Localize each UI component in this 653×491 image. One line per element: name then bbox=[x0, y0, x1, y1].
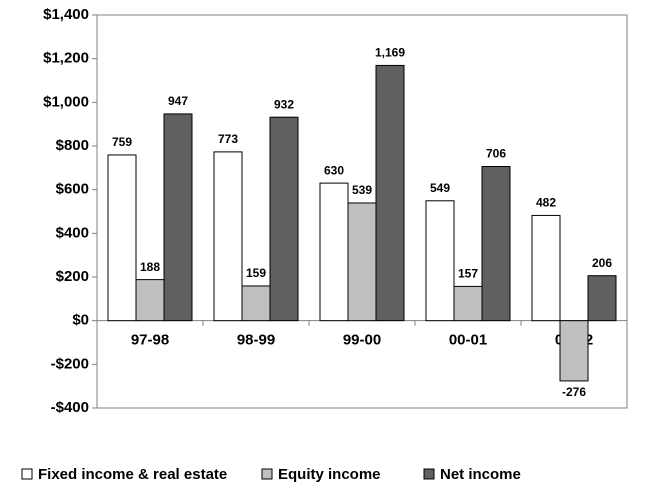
data-label: 482 bbox=[536, 196, 556, 210]
legend-swatch bbox=[261, 468, 273, 480]
plot-border bbox=[96, 14, 628, 409]
bar bbox=[213, 151, 243, 322]
legend-label: Equity income bbox=[278, 466, 381, 483]
y-tick-label: $200 bbox=[56, 268, 89, 285]
legend-label: Fixed income & real estate bbox=[38, 466, 227, 483]
data-label: 157 bbox=[458, 267, 478, 281]
bar bbox=[241, 285, 271, 322]
bar bbox=[453, 285, 483, 322]
data-label: 773 bbox=[218, 132, 238, 146]
bar bbox=[481, 166, 511, 322]
bar bbox=[135, 279, 165, 322]
bar bbox=[425, 200, 455, 322]
data-label: 759 bbox=[112, 135, 132, 149]
bar bbox=[375, 64, 405, 322]
data-label: 630 bbox=[324, 163, 344, 177]
data-label: 159 bbox=[246, 266, 266, 280]
legend-swatch bbox=[21, 468, 33, 480]
data-label: 206 bbox=[592, 256, 612, 270]
y-tick-label: $400 bbox=[56, 224, 89, 241]
legend-swatch bbox=[423, 468, 435, 480]
data-label: 539 bbox=[352, 183, 372, 197]
bar bbox=[531, 214, 561, 322]
y-tick-label: $800 bbox=[56, 137, 89, 154]
x-tick-label: 00-01 bbox=[449, 332, 487, 349]
x-tick-label: 97-98 bbox=[131, 332, 169, 349]
bar bbox=[163, 113, 193, 322]
data-label: -276 bbox=[562, 385, 586, 399]
y-tick-label: $1,000 bbox=[43, 93, 89, 110]
bar bbox=[107, 154, 137, 322]
y-tick-label: $0 bbox=[72, 312, 89, 329]
y-tick-label: $1,200 bbox=[43, 50, 89, 67]
y-tick-label: $1,400 bbox=[43, 6, 89, 23]
y-tick-label: -$400 bbox=[51, 399, 89, 416]
legend-label: Net income bbox=[440, 466, 521, 483]
bar bbox=[269, 116, 299, 322]
data-label: 549 bbox=[430, 181, 450, 195]
x-tick-label: 99-00 bbox=[343, 332, 381, 349]
data-label: 188 bbox=[140, 260, 160, 274]
data-label: 1,169 bbox=[375, 46, 405, 60]
bar bbox=[587, 275, 617, 322]
bar bbox=[559, 320, 589, 382]
x-tick-label: 98-99 bbox=[237, 332, 275, 349]
data-label: 706 bbox=[486, 147, 506, 161]
data-label: 947 bbox=[168, 94, 188, 108]
y-tick-label: $600 bbox=[56, 181, 89, 198]
data-label: 932 bbox=[274, 97, 294, 111]
bar bbox=[319, 182, 349, 322]
y-tick-label: -$200 bbox=[51, 355, 89, 372]
bar bbox=[347, 202, 377, 322]
